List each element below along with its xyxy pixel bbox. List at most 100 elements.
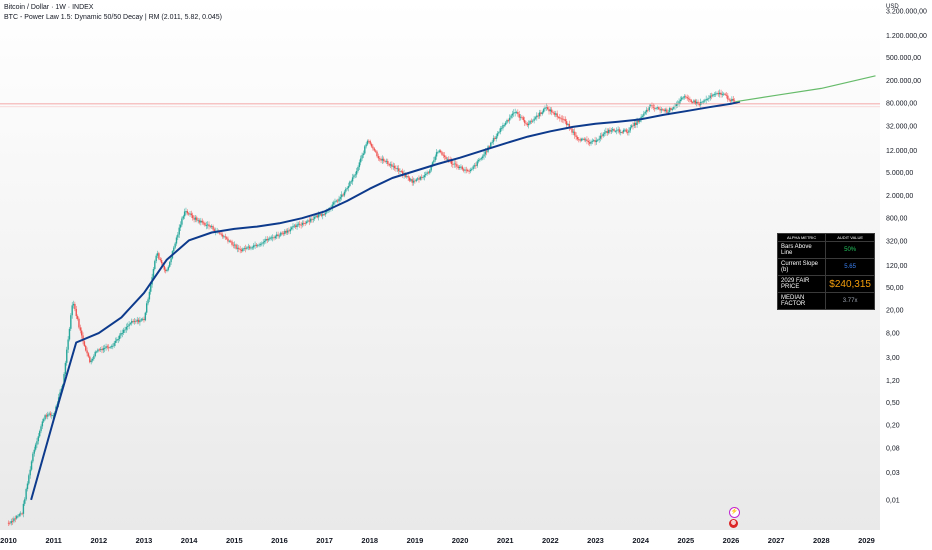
candle — [97, 349, 99, 352]
projection-line[interactable] — [735, 75, 876, 103]
candle — [198, 220, 201, 223]
candle — [694, 100, 697, 104]
candle — [204, 222, 206, 226]
candle — [430, 166, 432, 171]
candle — [628, 130, 630, 133]
candle — [103, 348, 106, 349]
candle — [263, 241, 266, 243]
candle — [51, 415, 53, 417]
candle — [90, 360, 92, 363]
candle — [29, 469, 31, 476]
candle — [402, 171, 404, 176]
indicator-legend[interactable]: BTC - Power Law 1.5: Dynamic 50/50 Decay… — [4, 14, 223, 21]
candle — [125, 326, 128, 330]
candle — [47, 414, 49, 417]
candle — [202, 222, 205, 224]
candle — [261, 243, 263, 245]
candle — [366, 140, 369, 145]
y-tick-label: 0,08 — [886, 446, 900, 453]
x-tick-label: 2020 — [452, 536, 469, 545]
candle — [269, 237, 271, 240]
metric-value: 3.77x — [825, 292, 875, 310]
plot-background — [0, 0, 880, 530]
chart-title[interactable]: Bitcoin / Dollar · 1W · INDEX — [4, 4, 94, 11]
candle — [670, 108, 672, 110]
candle — [68, 328, 71, 340]
candle — [232, 244, 235, 246]
candle — [159, 258, 161, 261]
candle — [541, 112, 543, 114]
candle — [496, 133, 499, 137]
metric-value: $240,315 — [825, 275, 875, 293]
currency-label: USD — [886, 4, 899, 10]
candle — [629, 127, 631, 131]
candle — [437, 151, 439, 153]
candle — [410, 179, 412, 181]
power-law-line[interactable] — [30, 100, 741, 501]
candle — [163, 266, 165, 270]
x-tick-label: 2016 — [271, 536, 288, 545]
candle — [227, 238, 229, 242]
candle — [667, 112, 669, 113]
candle — [253, 245, 255, 248]
candle — [274, 236, 277, 239]
candle — [537, 115, 539, 117]
y-tick-label: 20,00 — [886, 308, 904, 315]
candle — [133, 320, 136, 322]
candle — [266, 238, 268, 241]
candle — [248, 246, 251, 249]
candle — [183, 211, 186, 217]
y-tick-label: 3,00 — [886, 355, 900, 362]
candle — [452, 163, 454, 165]
candle — [710, 95, 713, 97]
candle — [448, 159, 450, 160]
candle — [132, 320, 134, 322]
candle — [43, 419, 45, 422]
candle — [136, 319, 138, 322]
candle — [28, 475, 30, 484]
candle — [141, 318, 144, 320]
candle — [194, 217, 197, 220]
candle — [304, 223, 306, 224]
candle — [255, 244, 258, 246]
candle — [118, 335, 121, 340]
metric-label: MEDIAN FACTOR — [776, 292, 827, 310]
candle — [377, 156, 380, 159]
y-tick-label: 3.200.000,00 — [886, 9, 927, 16]
candle — [173, 247, 175, 252]
candle — [471, 168, 473, 170]
table-row: MEDIAN FACTOR 3.77x — [776, 292, 875, 310]
candle — [518, 114, 520, 118]
us-flag-icon[interactable]: ◍ — [729, 519, 738, 528]
candle — [297, 223, 300, 225]
candle — [364, 146, 366, 154]
candle — [567, 124, 569, 125]
candle — [644, 111, 646, 114]
candle — [13, 518, 15, 522]
candle — [586, 139, 588, 141]
candle — [285, 230, 287, 233]
lightning-icon[interactable]: ⚡ — [729, 507, 740, 518]
candle — [66, 349, 68, 363]
candle — [378, 158, 381, 160]
candle — [175, 237, 178, 244]
candle — [685, 96, 687, 98]
candle — [154, 261, 156, 270]
candle — [576, 136, 579, 140]
candle — [568, 124, 571, 128]
candle — [551, 109, 553, 113]
y-tick-label: 12.000,00 — [886, 148, 917, 155]
candle — [83, 341, 86, 346]
candle — [177, 234, 179, 238]
candle — [509, 117, 511, 121]
candle — [94, 351, 96, 357]
candle — [166, 269, 168, 272]
candle — [7, 522, 10, 524]
candle — [633, 122, 636, 126]
candle — [353, 175, 355, 178]
candle — [80, 330, 83, 336]
candle — [546, 106, 549, 110]
candle — [601, 135, 603, 137]
